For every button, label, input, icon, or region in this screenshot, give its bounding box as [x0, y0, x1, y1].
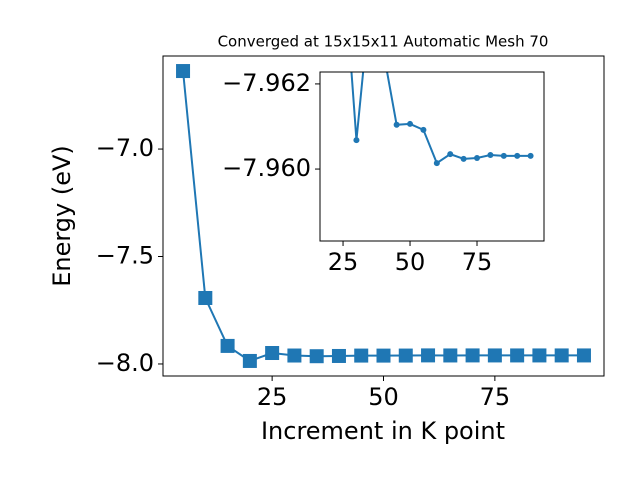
- marker: [367, 1, 373, 7]
- marker: [443, 348, 458, 363]
- marker: [532, 348, 547, 363]
- axes-frame: [162, 55, 605, 377]
- marker: [554, 348, 569, 363]
- x-tick-label: 50: [395, 248, 426, 276]
- x-tick-label: 75: [480, 383, 511, 411]
- marker: [510, 348, 525, 363]
- x-tick-label: 75: [462, 248, 493, 276]
- marker: [393, 121, 400, 128]
- y-tick-label: −8.0: [96, 349, 154, 377]
- y-tick-label: −7.962: [222, 69, 311, 97]
- marker: [407, 120, 414, 127]
- marker: [487, 348, 502, 363]
- plot-clip: [350, 1, 534, 167]
- marker: [287, 348, 302, 363]
- x-tick-label: 50: [368, 383, 399, 411]
- marker: [354, 348, 369, 363]
- marker: [309, 349, 324, 364]
- y-tick-label: −7.960: [222, 154, 311, 182]
- marker: [376, 348, 391, 363]
- marker: [353, 137, 360, 144]
- marker: [398, 348, 413, 363]
- marker: [220, 338, 235, 353]
- marker: [265, 346, 280, 361]
- axes-frame: [319, 71, 545, 242]
- marker: [487, 152, 494, 159]
- chart-title: Converged at 15x15x11 Automatic Mesh 70: [218, 33, 549, 51]
- y-axis-label: Energy (eV): [48, 145, 76, 287]
- marker: [576, 348, 591, 363]
- x-tick-label: 25: [328, 248, 359, 276]
- marker: [198, 290, 213, 305]
- marker: [474, 154, 481, 161]
- marker: [176, 64, 191, 79]
- marker: [447, 151, 454, 158]
- marker: [527, 152, 534, 159]
- marker: [500, 152, 507, 159]
- plot-clip: [176, 64, 591, 368]
- marker: [465, 348, 480, 363]
- x-tick-label: 25: [257, 383, 288, 411]
- marker: [433, 160, 440, 167]
- marker: [460, 155, 467, 162]
- marker: [421, 348, 436, 363]
- marker: [242, 353, 257, 368]
- marker: [514, 152, 521, 159]
- marker: [420, 126, 427, 133]
- y-tick-label: −7.0: [96, 134, 154, 162]
- marker: [331, 348, 346, 363]
- y-tick-label: −7.5: [96, 242, 154, 270]
- x-axis-label: Increment in K point: [261, 417, 505, 445]
